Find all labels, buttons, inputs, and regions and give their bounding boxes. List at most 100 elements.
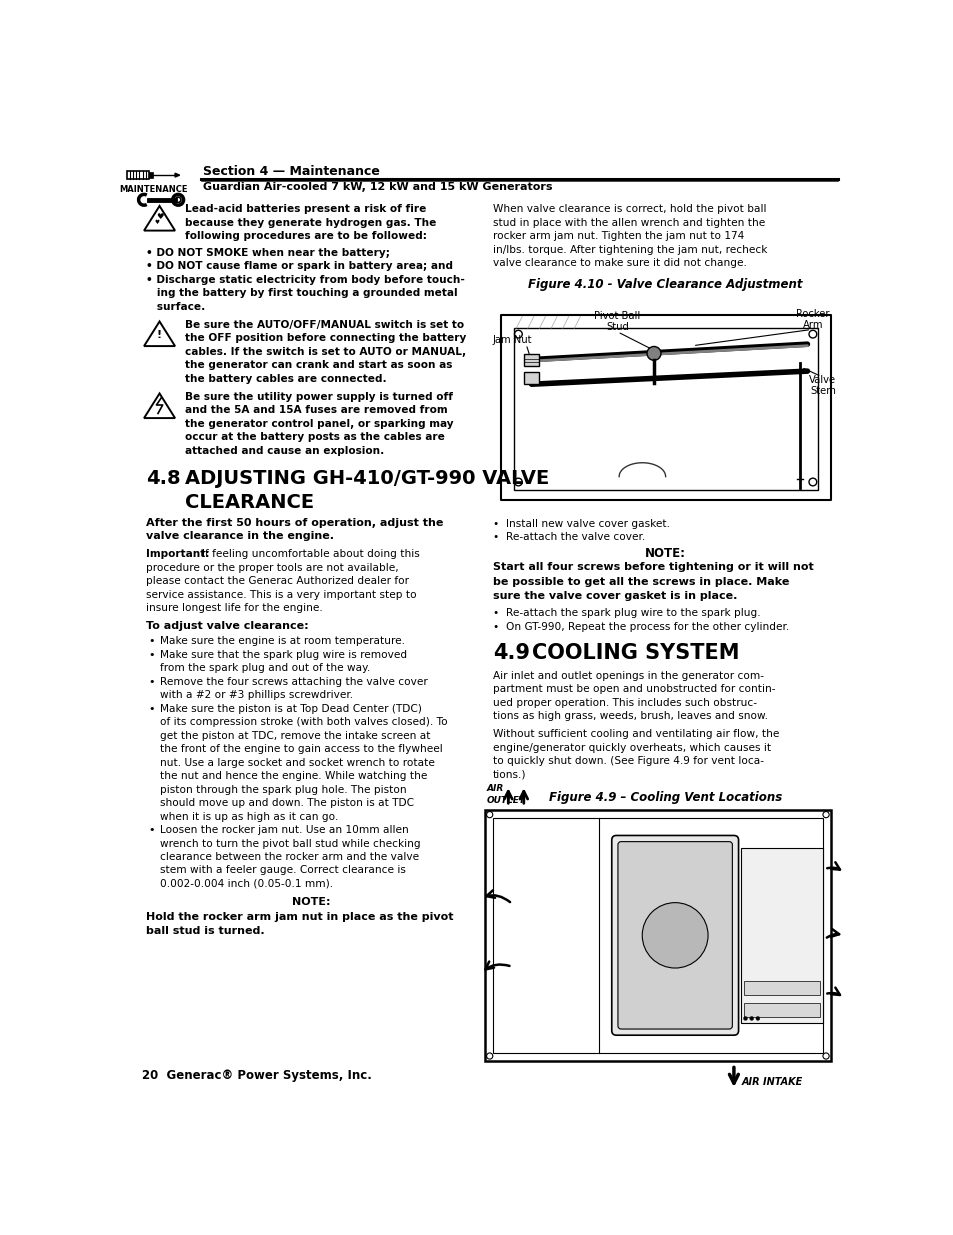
Text: Important:: Important: bbox=[146, 550, 210, 559]
Bar bbox=[523, 354, 538, 367]
Text: piston through the spark plug hole. The piston: piston through the spark plug hole. The … bbox=[159, 784, 406, 794]
Text: OUTLET: OUTLET bbox=[486, 795, 525, 804]
Text: 20  Generac® Power Systems, Inc.: 20 Generac® Power Systems, Inc. bbox=[142, 1070, 372, 1082]
Text: After the first 50 hours of operation, adjust the: After the first 50 hours of operation, a… bbox=[146, 517, 443, 527]
Text: •  Re-attach the spark plug wire to the spark plug.: • Re-attach the spark plug wire to the s… bbox=[493, 609, 760, 619]
Bar bbox=[493, 818, 822, 1053]
Text: the nut and hence the engine. While watching the: the nut and hence the engine. While watc… bbox=[159, 771, 427, 781]
Text: 4.8: 4.8 bbox=[146, 468, 181, 488]
Bar bbox=[743, 982, 819, 995]
Bar bbox=[740, 847, 822, 1023]
Polygon shape bbox=[174, 173, 179, 177]
Text: Air inlet and outlet openings in the generator com-: Air inlet and outlet openings in the gen… bbox=[493, 671, 763, 680]
Text: •: • bbox=[148, 677, 154, 687]
Text: stem with a feeler gauge. Correct clearance is: stem with a feeler gauge. Correct cleara… bbox=[159, 866, 405, 876]
Text: the generator can crank and start as soon as: the generator can crank and start as soo… bbox=[185, 361, 452, 370]
Text: AIR: AIR bbox=[486, 784, 503, 793]
Text: • DO NOT cause flame or spark in battery area; and: • DO NOT cause flame or spark in battery… bbox=[146, 262, 453, 272]
Text: with a #2 or #3 phillips screwdriver.: with a #2 or #3 phillips screwdriver. bbox=[159, 690, 353, 700]
Text: procedure or the proper tools are not available,: procedure or the proper tools are not av… bbox=[146, 563, 398, 573]
Text: valve clearance to make sure it did not change.: valve clearance to make sure it did not … bbox=[493, 258, 746, 268]
Text: 0.002-0.004 inch (0.05-0.1 mm).: 0.002-0.004 inch (0.05-0.1 mm). bbox=[159, 879, 333, 889]
Text: following procedures are to be followed:: following procedures are to be followed: bbox=[185, 231, 427, 241]
Text: of its compression stroke (with both valves closed). To: of its compression stroke (with both val… bbox=[159, 718, 447, 727]
Text: cables. If the switch is set to AUTO or MANUAL,: cables. If the switch is set to AUTO or … bbox=[185, 347, 466, 357]
Text: the front of the engine to gain access to the flywheel: the front of the engine to gain access t… bbox=[159, 745, 442, 755]
Text: Figure 4.10 - Valve Clearance Adjustment: Figure 4.10 - Valve Clearance Adjustment bbox=[528, 278, 802, 291]
Text: COOLING SYSTEM: COOLING SYSTEM bbox=[531, 643, 739, 663]
Text: to quickly shut down. (See Figure 4.9 for vent loca-: to quickly shut down. (See Figure 4.9 fo… bbox=[493, 756, 763, 766]
Text: Make sure the piston is at Top Dead Center (TDC): Make sure the piston is at Top Dead Cent… bbox=[159, 704, 421, 714]
Text: Remove the four screws attaching the valve cover: Remove the four screws attaching the val… bbox=[159, 677, 427, 687]
Text: ♥: ♥ bbox=[155, 212, 163, 221]
Text: clearance between the rocker arm and the valve: clearance between the rocker arm and the… bbox=[159, 852, 418, 862]
Text: When valve clearance is correct, hold the pivot ball: When valve clearance is correct, hold th… bbox=[493, 205, 765, 215]
Text: the battery cables are connected.: the battery cables are connected. bbox=[185, 374, 386, 384]
Circle shape bbox=[749, 1016, 753, 1020]
Text: ADJUSTING GH-410/GT-990 VALVE: ADJUSTING GH-410/GT-990 VALVE bbox=[185, 468, 549, 488]
Text: •  Install new valve cover gasket.: • Install new valve cover gasket. bbox=[493, 519, 669, 529]
Text: Be sure the utility power supply is turned off: Be sure the utility power supply is turn… bbox=[185, 391, 453, 401]
Text: please contact the Generac Authorized dealer for: please contact the Generac Authorized de… bbox=[146, 577, 409, 587]
Text: surface.: surface. bbox=[146, 301, 206, 311]
Text: valve clearance in the engine.: valve clearance in the engine. bbox=[146, 531, 334, 541]
Text: the generator control panel, or sparking may: the generator control panel, or sparking… bbox=[185, 419, 454, 429]
Text: •: • bbox=[148, 704, 154, 714]
Text: • Discharge static electricity from body before touch-: • Discharge static electricity from body… bbox=[146, 275, 465, 285]
Text: Arm: Arm bbox=[801, 320, 822, 330]
Text: ♥: ♥ bbox=[153, 220, 159, 226]
Text: •: • bbox=[148, 650, 154, 659]
Text: Lead-acid batteries present a risk of fire: Lead-acid batteries present a risk of fi… bbox=[185, 205, 426, 215]
Text: NOTE:: NOTE: bbox=[292, 897, 330, 906]
Bar bbox=[513, 329, 817, 490]
Text: MAINTENANCE: MAINTENANCE bbox=[119, 185, 188, 194]
Text: •  Re-attach the valve cover.: • Re-attach the valve cover. bbox=[493, 532, 644, 542]
Text: tions.): tions.) bbox=[493, 769, 526, 779]
Text: Start all four screws before tightening or it will not: Start all four screws before tightening … bbox=[493, 562, 813, 573]
Text: AIR INTAKE: AIR INTAKE bbox=[740, 1077, 802, 1087]
Text: ing the battery by first touching a grounded metal: ing the battery by first touching a grou… bbox=[146, 288, 457, 299]
Text: Without sufficient cooling and ventilating air flow, the: Without sufficient cooling and ventilati… bbox=[493, 729, 779, 740]
Text: the OFF position before connecting the battery: the OFF position before connecting the b… bbox=[185, 333, 466, 343]
Text: Rocker: Rocker bbox=[796, 309, 829, 319]
Text: tions as high grass, weeds, brush, leaves and snow.: tions as high grass, weeds, brush, leave… bbox=[493, 711, 767, 721]
Text: occur at the battery posts as the cables are: occur at the battery posts as the cables… bbox=[185, 432, 444, 442]
Text: from the spark plug and out of the way.: from the spark plug and out of the way. bbox=[159, 663, 370, 673]
Text: Make sure that the spark plug wire is removed: Make sure that the spark plug wire is re… bbox=[159, 650, 406, 659]
Text: Pivot Ball: Pivot Ball bbox=[594, 311, 640, 321]
Text: Valve: Valve bbox=[808, 375, 836, 385]
Text: ued proper operation. This includes such obstruc-: ued proper operation. This includes such… bbox=[493, 698, 756, 708]
Bar bbox=[484, 810, 830, 1061]
Bar bbox=[149, 173, 152, 178]
Text: Figure 4.9 – Cooling Vent Locations: Figure 4.9 – Cooling Vent Locations bbox=[548, 790, 781, 804]
Circle shape bbox=[646, 347, 660, 361]
Bar bbox=[500, 315, 830, 500]
Text: ball stud is turned.: ball stud is turned. bbox=[146, 925, 265, 936]
Circle shape bbox=[742, 1016, 746, 1020]
Text: attached and cause an explosion.: attached and cause an explosion. bbox=[185, 446, 384, 456]
Circle shape bbox=[641, 903, 707, 968]
Text: nut. Use a large socket and socket wrench to rotate: nut. Use a large socket and socket wrenc… bbox=[159, 757, 434, 768]
Text: Hold the rocker arm jam nut in place as the pivot: Hold the rocker arm jam nut in place as … bbox=[146, 911, 454, 923]
Text: Stud: Stud bbox=[605, 322, 628, 332]
FancyBboxPatch shape bbox=[618, 841, 732, 1029]
Text: To adjust valve clearance:: To adjust valve clearance: bbox=[146, 621, 309, 631]
Text: Jam Nut: Jam Nut bbox=[492, 336, 531, 346]
Text: sure the valve cover gasket is in place.: sure the valve cover gasket is in place. bbox=[493, 592, 737, 601]
Text: service assistance. This is a very important step to: service assistance. This is a very impor… bbox=[146, 590, 416, 600]
Text: Loosen the rocker jam nut. Use an 10mm allen: Loosen the rocker jam nut. Use an 10mm a… bbox=[159, 825, 408, 835]
Text: stud in place with the allen wrench and tighten the: stud in place with the allen wrench and … bbox=[493, 217, 764, 228]
Text: Guardian Air-cooled 7 kW, 12 kW and 15 kW Generators: Guardian Air-cooled 7 kW, 12 kW and 15 k… bbox=[203, 183, 552, 193]
Text: Section 4 — Maintenance: Section 4 — Maintenance bbox=[203, 164, 379, 178]
Circle shape bbox=[755, 1016, 759, 1020]
Text: engine/generator quickly overheats, which causes it: engine/generator quickly overheats, whic… bbox=[493, 742, 770, 752]
Text: Be sure the AUTO/OFF/MANUAL switch is set to: Be sure the AUTO/OFF/MANUAL switch is se… bbox=[185, 320, 464, 330]
Text: be possible to get all the screws in place. Make: be possible to get all the screws in pla… bbox=[493, 577, 788, 587]
Text: • DO NOT SMOKE when near the battery;: • DO NOT SMOKE when near the battery; bbox=[146, 248, 390, 258]
Text: •: • bbox=[148, 825, 154, 835]
Text: •: • bbox=[148, 636, 154, 646]
Text: 4.9: 4.9 bbox=[493, 643, 529, 663]
Bar bbox=[743, 1003, 819, 1016]
Text: when it is up as high as it can go.: when it is up as high as it can go. bbox=[159, 811, 337, 821]
Text: If feeling uncomfortable about doing this: If feeling uncomfortable about doing thi… bbox=[202, 550, 419, 559]
